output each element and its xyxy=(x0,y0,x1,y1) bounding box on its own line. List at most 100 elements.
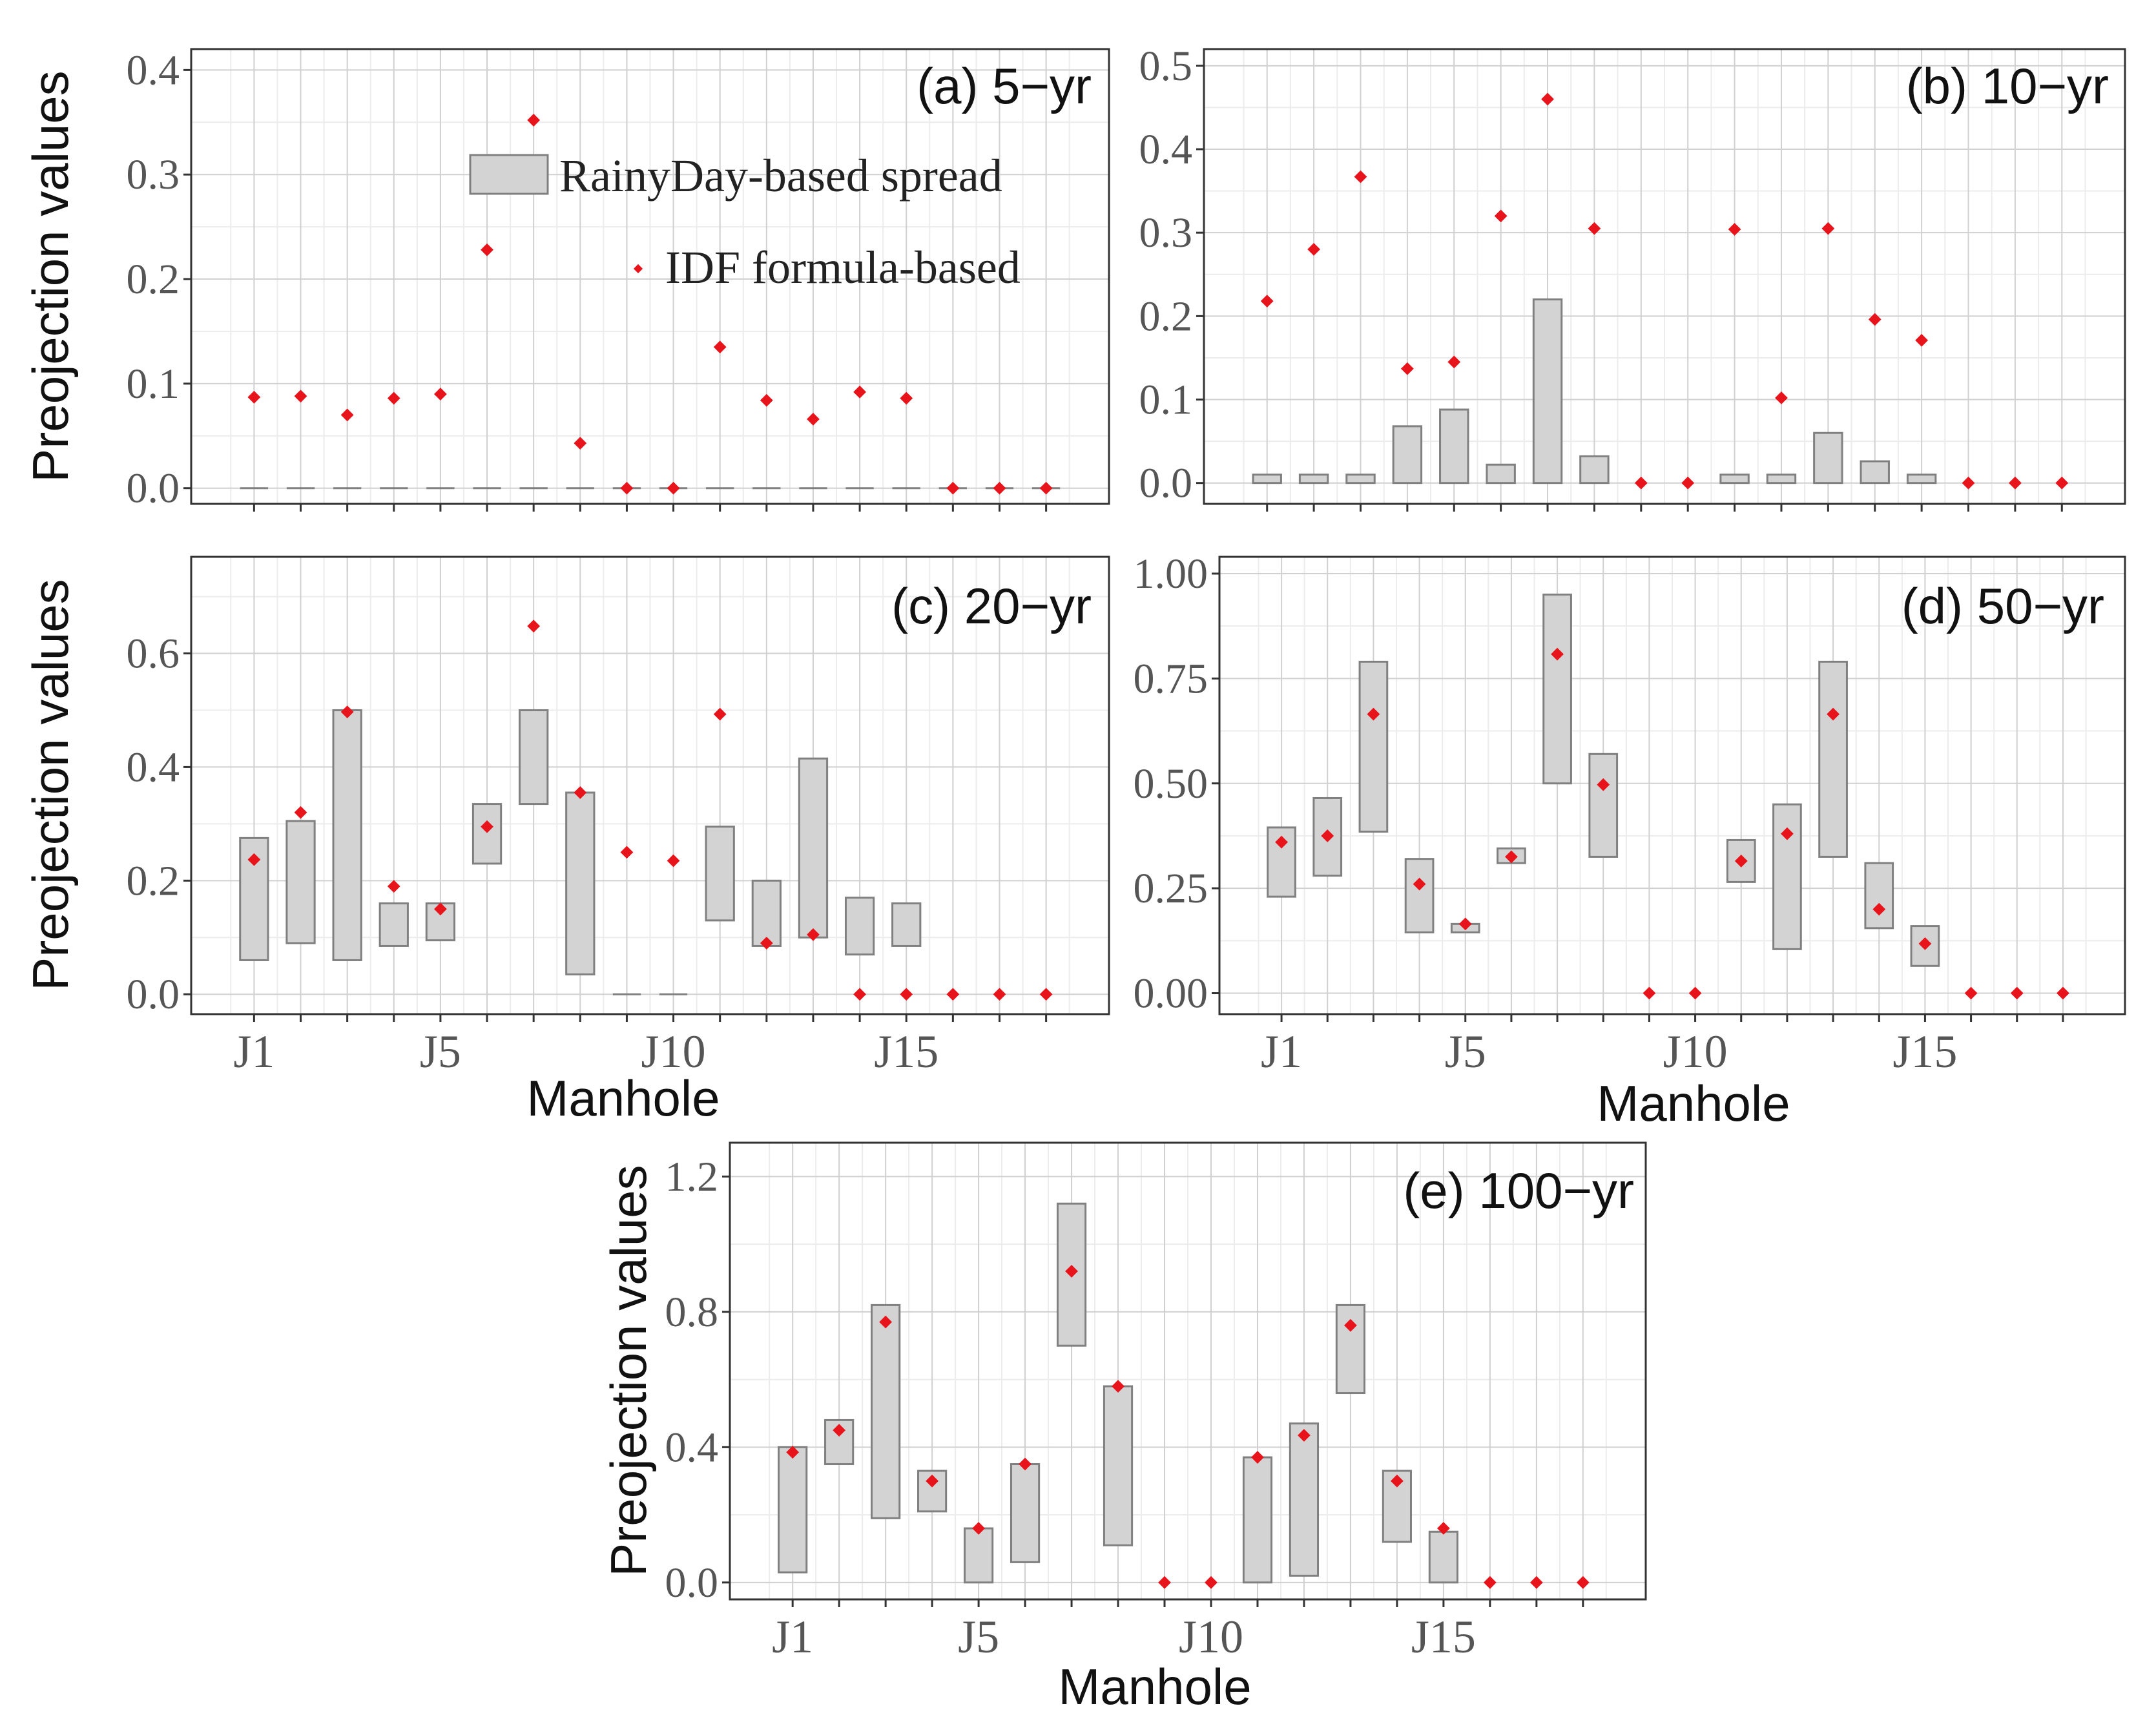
idf-point xyxy=(1964,986,1978,1000)
idf-point xyxy=(2055,476,2069,490)
idf-point xyxy=(294,806,307,819)
idf-point xyxy=(434,388,447,400)
spread-bar xyxy=(1579,455,1610,484)
spread-bar xyxy=(1289,1422,1320,1577)
y-tick-label: 0.4 xyxy=(665,1424,719,1471)
spread-bar xyxy=(1726,838,1756,883)
idf-point xyxy=(1643,986,1656,1000)
y-tick-label: 0.3 xyxy=(127,151,180,198)
x-tick-label: J10 xyxy=(641,1026,706,1077)
idf-point xyxy=(1039,988,1053,1001)
y-tick-label: 0.50 xyxy=(1134,760,1208,807)
idf-point xyxy=(620,481,634,495)
y-tick-label: 0.3 xyxy=(1139,209,1193,256)
y-tick-label: 0.4 xyxy=(127,743,180,791)
idf-point xyxy=(1447,355,1461,369)
spread-bar xyxy=(1860,460,1890,484)
idf-point xyxy=(527,114,541,127)
panel-e: 0.0 0.4 0.8 1.2 J1 J5 J10 J15 (e) 100−yr Preoject… xyxy=(600,1141,1647,1715)
spread-bar xyxy=(378,902,409,947)
spread-bar xyxy=(1486,463,1516,484)
idf-point xyxy=(1918,937,1932,950)
y-tick-label: 0.00 xyxy=(1134,970,1208,1017)
x-tick-label: J15 xyxy=(874,1026,938,1077)
panel-title: (b) 10−yr xyxy=(1906,57,2109,114)
idf-point xyxy=(760,937,773,950)
idf-point xyxy=(853,385,866,399)
idf-point xyxy=(993,988,1006,1001)
idf-point xyxy=(760,393,773,407)
idf-point xyxy=(667,854,680,868)
idf-point xyxy=(1483,1575,1497,1589)
idf-point xyxy=(807,413,820,426)
spread-bar xyxy=(1906,473,1937,484)
spread-bar xyxy=(1345,473,1376,484)
idf-point xyxy=(2008,476,2022,490)
spread-bar xyxy=(1242,1456,1273,1584)
spread-bar xyxy=(1103,1385,1134,1546)
panel-d: 0.00 0.25 0.50 0.75 1.00 J1 J5 J10 J15 (d) 50−yr M… xyxy=(1134,550,2126,1132)
idf-point xyxy=(1413,877,1426,891)
idf-point xyxy=(1019,1457,1031,1471)
idf-point xyxy=(1400,362,1414,375)
idf-point xyxy=(1458,917,1472,931)
idf-point xyxy=(434,902,447,916)
spread-bar xyxy=(1766,473,1797,484)
idf-point xyxy=(713,707,727,721)
idf-point xyxy=(1872,902,1886,916)
spread-bar xyxy=(519,709,549,806)
panel-b: 0.0 0.1 0.2 0.3 0.4 0.5 (b) 10−yr xyxy=(1139,43,2126,512)
spread-bar xyxy=(1358,660,1389,833)
idf-point xyxy=(294,390,307,403)
idf-point xyxy=(1962,476,1975,490)
x-tick-label: J10 xyxy=(1179,1611,1243,1663)
idf-point xyxy=(1112,1380,1125,1393)
idf-point xyxy=(946,988,960,1001)
panel-c: 0.0 0.2 0.4 0.6 J1 J5 J10 J15 (c) 20−yr Preojecti… xyxy=(22,556,1110,1127)
idf-point xyxy=(1634,476,1648,490)
y-tick-label: 0.6 xyxy=(127,630,180,678)
spread-bar xyxy=(1864,862,1894,930)
spread-bar xyxy=(871,1304,901,1519)
idf-point xyxy=(1251,1451,1264,1464)
idf-point xyxy=(900,391,913,405)
idf-point xyxy=(1827,707,1840,721)
spread-bar xyxy=(1542,593,1572,785)
spread-bar xyxy=(1588,753,1619,858)
idf-point xyxy=(1065,1265,1078,1278)
spread-bar xyxy=(1719,473,1750,484)
idf-point xyxy=(1307,243,1321,256)
x-tick-label: J1 xyxy=(233,1026,275,1077)
spread-bar xyxy=(1010,1463,1041,1563)
plot-frame xyxy=(190,556,1110,1015)
idf-point xyxy=(1494,209,1508,223)
spread-bar xyxy=(565,791,596,975)
spread-bar xyxy=(1404,858,1435,933)
idf-point xyxy=(1576,1575,1590,1589)
plot-frame xyxy=(1203,48,2126,505)
spread-bar xyxy=(1298,473,1329,484)
y-tick-label: 0.2 xyxy=(127,256,180,303)
idf-point xyxy=(620,846,634,859)
y-tick-label: 0.8 xyxy=(665,1289,719,1336)
y-tick-label: 1.2 xyxy=(665,1153,719,1200)
legend-spread-label: RainyDay-based spread xyxy=(559,150,1002,202)
idf-point xyxy=(1529,1575,1543,1589)
x-tick-label: J5 xyxy=(420,1026,461,1077)
y-tick-label: 0.4 xyxy=(1139,126,1193,173)
idf-point xyxy=(1158,1575,1171,1589)
idf-point xyxy=(1298,1429,1311,1442)
idf-point xyxy=(1728,223,1741,236)
idf-point xyxy=(340,408,354,422)
idf-point xyxy=(1367,707,1380,721)
y-axis-label: Preojection values xyxy=(22,579,79,990)
idf-point xyxy=(1321,829,1334,842)
idf-point xyxy=(1275,835,1288,849)
idf-point xyxy=(1205,1575,1218,1589)
idf-point xyxy=(1354,170,1367,183)
y-tick-label: 0.5 xyxy=(1139,43,1193,90)
y-tick-label: 0.0 xyxy=(665,1559,719,1606)
idf-point xyxy=(1039,481,1053,495)
idf-point xyxy=(481,243,493,256)
